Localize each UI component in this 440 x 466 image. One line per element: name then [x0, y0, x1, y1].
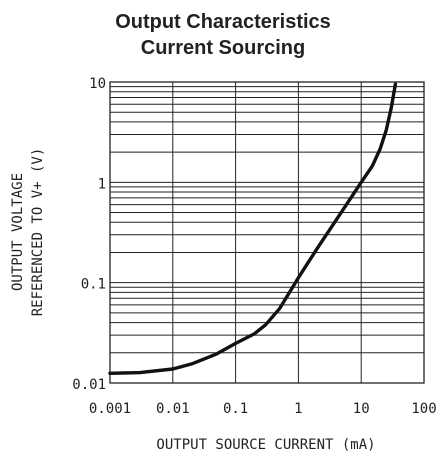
x-tick-label: 100: [411, 401, 436, 417]
series-line: [108, 82, 398, 375]
chart-title-line-1: Output Characteristics: [115, 11, 331, 33]
y-tick-label: 10: [89, 76, 106, 92]
y-axis-label-line-2: REFERENCED TO V+ (V): [30, 148, 46, 317]
plot-frame: [109, 81, 425, 384]
y-axis-label-line-1: OUTPUT VOLTAGE: [10, 173, 26, 291]
x-axis-label: OUTPUT SOURCE CURRENT (mA): [156, 437, 375, 453]
y-tick-label: 0.01: [72, 377, 106, 393]
x-tick-label: 0.01: [156, 401, 190, 417]
x-tick-label: 10: [353, 401, 370, 417]
x-tick-label: 1: [294, 401, 302, 417]
chart-title-line-2: Current Sourcing: [141, 37, 305, 59]
y-tick-labels: 0.01 0.1 1 10: [72, 76, 106, 393]
x-tick-label: 0.001: [89, 401, 131, 417]
x-tick-label: 0.1: [223, 401, 248, 417]
x-tick-labels: 0.001 0.01 0.1 1 10 100: [89, 401, 437, 417]
y-tick-label: 1: [98, 176, 106, 192]
y-tick-label: 0.1: [81, 277, 106, 293]
grid: [109, 81, 425, 384]
